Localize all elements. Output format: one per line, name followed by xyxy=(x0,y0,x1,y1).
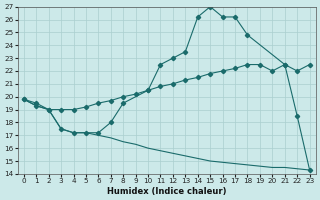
X-axis label: Humidex (Indice chaleur): Humidex (Indice chaleur) xyxy=(107,187,227,196)
